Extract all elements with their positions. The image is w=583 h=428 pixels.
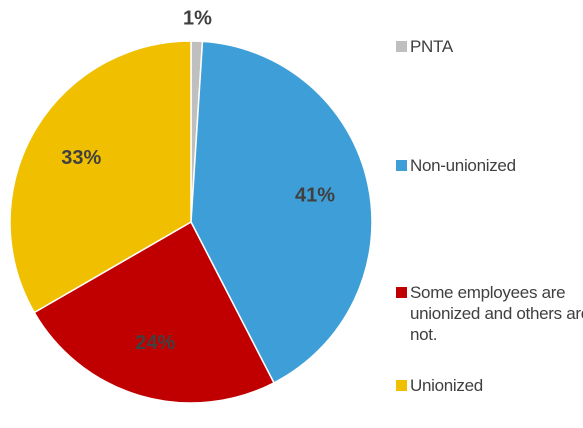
pie-slice <box>9 40 192 314</box>
data-label: 24% <box>135 332 175 354</box>
legend-label: PNTA <box>410 37 453 56</box>
legend-label: Unionized <box>410 376 483 395</box>
legend-swatch <box>396 287 407 298</box>
pie-slice <box>33 220 275 404</box>
legend-label: Some employees are unionized and others … <box>410 283 583 344</box>
legend-swatch <box>396 160 407 171</box>
legend-item: Non-unionized <box>396 155 582 176</box>
legend-item: Unionized <box>396 375 582 396</box>
legend-item: Some employees are unionized and others … <box>396 282 583 345</box>
pie-slice <box>190 40 373 384</box>
legend-label: Non-unionized <box>410 156 516 175</box>
data-label: 41% <box>295 184 335 206</box>
data-label: 1% <box>183 8 212 30</box>
data-label: 33% <box>61 147 101 169</box>
legend-swatch <box>396 380 407 391</box>
legend-swatch <box>396 41 407 52</box>
legend-item: PNTA <box>396 36 582 57</box>
